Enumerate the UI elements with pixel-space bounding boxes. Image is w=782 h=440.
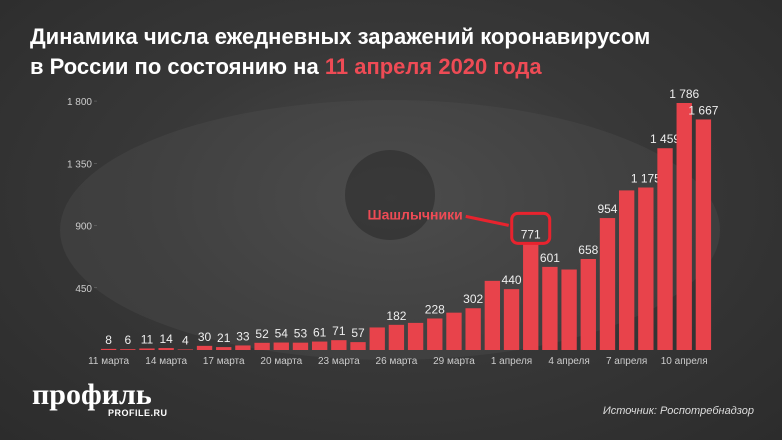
bar bbox=[216, 347, 232, 350]
x-tick-label: 1 апреля bbox=[491, 356, 532, 367]
value-label: 53 bbox=[294, 327, 308, 341]
bar bbox=[580, 259, 596, 350]
bar bbox=[254, 342, 270, 350]
bar bbox=[599, 218, 616, 350]
value-label: 8 bbox=[105, 333, 112, 347]
bar bbox=[100, 348, 117, 350]
bar bbox=[695, 119, 712, 350]
bar bbox=[350, 342, 366, 350]
value-label: 52 bbox=[255, 327, 269, 341]
x-tick-label: 29 марта bbox=[433, 356, 475, 367]
value-label: 33 bbox=[236, 329, 250, 343]
bar bbox=[235, 345, 251, 350]
bar bbox=[676, 103, 692, 350]
value-label: 6 bbox=[124, 333, 131, 347]
y-tick-label: 900 bbox=[75, 222, 92, 233]
virus-icon bbox=[345, 150, 435, 240]
y-tick-label: 1 350 bbox=[67, 159, 92, 170]
title-line: в России по состоянию на 11 апреля 2020 … bbox=[30, 52, 650, 82]
value-label: 61 bbox=[313, 326, 327, 340]
bar bbox=[407, 322, 424, 350]
value-label: 658 bbox=[578, 243, 598, 257]
bar bbox=[331, 340, 347, 350]
value-label: 54 bbox=[275, 327, 289, 341]
value-label: 601 bbox=[540, 251, 560, 265]
bar bbox=[657, 148, 673, 350]
x-tick-label: 7 апреля bbox=[606, 356, 647, 367]
bar bbox=[618, 190, 635, 350]
x-tick-label: 17 марта bbox=[203, 356, 245, 367]
value-label: 182 bbox=[386, 309, 406, 323]
title-highlight: 11 апреля 2020 года bbox=[324, 54, 542, 79]
value-label: 771 bbox=[521, 227, 541, 241]
x-tick-label: 26 марта bbox=[376, 356, 418, 367]
y-tick-label: 450 bbox=[75, 284, 92, 295]
bar bbox=[503, 289, 520, 350]
value-label: 30 bbox=[198, 330, 212, 344]
bar bbox=[273, 342, 289, 350]
value-label: 228 bbox=[425, 302, 445, 316]
value-label: 14 bbox=[159, 332, 173, 346]
bar bbox=[523, 243, 539, 350]
value-label: 440 bbox=[502, 273, 522, 287]
bar bbox=[177, 349, 194, 350]
x-tick-label: 10 апреля bbox=[661, 356, 708, 367]
annotation-box bbox=[510, 211, 552, 245]
chart-title: Динамика числа ежедневных заражений коро… bbox=[30, 22, 650, 82]
logo: профиль bbox=[32, 378, 152, 411]
bar bbox=[561, 269, 577, 350]
bar bbox=[158, 348, 174, 350]
logo-site: PROFILE.RU bbox=[108, 408, 168, 418]
x-tick-label: 14 марта bbox=[145, 356, 187, 367]
value-label: 1 786 bbox=[669, 87, 699, 101]
bar bbox=[484, 280, 501, 350]
bar bbox=[196, 345, 213, 350]
bar bbox=[638, 187, 654, 350]
x-tick-label: 4 апреля bbox=[548, 356, 589, 367]
x-tick-label: 23 марта bbox=[318, 356, 360, 367]
bar bbox=[446, 312, 462, 350]
value-label: 1 667 bbox=[688, 103, 718, 117]
bar bbox=[427, 318, 443, 350]
value-label: 57 bbox=[351, 326, 365, 340]
bar bbox=[311, 341, 328, 350]
x-tick-label: 11 марта bbox=[88, 356, 129, 367]
source: Источник: Роспотребнадзор bbox=[602, 405, 754, 417]
bar bbox=[542, 266, 558, 350]
value-label: 11 bbox=[141, 332, 154, 346]
value-label: 21 bbox=[217, 331, 231, 345]
bar bbox=[388, 324, 405, 350]
value-label: 4 bbox=[182, 333, 189, 347]
title-line: Динамика числа ежедневных заражений коро… bbox=[30, 24, 651, 49]
value-label: 1 175 bbox=[631, 172, 661, 186]
bar bbox=[465, 308, 481, 350]
y-tick-label: 1 800 bbox=[67, 97, 92, 108]
value-label: 71 bbox=[332, 324, 346, 338]
annotation: Шашлычники bbox=[368, 206, 463, 222]
bar bbox=[292, 342, 309, 350]
annotation-arrow bbox=[465, 214, 510, 227]
x-tick-label: 20 марта bbox=[260, 356, 302, 367]
bar bbox=[139, 348, 155, 350]
bar bbox=[120, 349, 136, 350]
value-label: 302 bbox=[463, 292, 483, 306]
bar bbox=[369, 327, 385, 350]
title-text: в России по состоянию на bbox=[30, 54, 319, 79]
value-label: 954 bbox=[597, 202, 617, 216]
value-label: 1 459 bbox=[650, 132, 680, 146]
